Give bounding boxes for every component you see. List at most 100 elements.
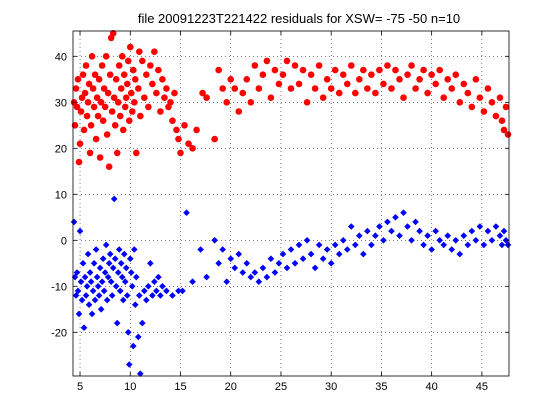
data-point — [275, 260, 283, 267]
data-point — [139, 319, 146, 327]
data-point — [124, 329, 132, 336]
data-point — [468, 103, 476, 111]
data-point — [105, 163, 113, 170]
data-point — [91, 296, 99, 304]
data-point — [339, 71, 347, 78]
data-point — [319, 94, 327, 101]
data-point — [331, 241, 339, 249]
data-point — [448, 85, 456, 92]
data-point — [143, 296, 150, 304]
data-point — [171, 89, 178, 97]
data-point — [119, 296, 127, 304]
data-point — [351, 241, 359, 249]
data-point — [498, 241, 506, 249]
data-point — [74, 76, 82, 83]
data-point — [112, 76, 120, 83]
data-point — [159, 283, 166, 290]
data-point — [408, 237, 415, 244]
data-point — [122, 264, 130, 272]
data-point — [227, 76, 235, 83]
data-point — [149, 292, 156, 299]
data-point — [368, 241, 375, 249]
x-tick-label: 40 — [426, 381, 438, 393]
data-point — [498, 117, 506, 124]
data-point — [137, 112, 144, 120]
data-point — [94, 112, 102, 120]
data-point — [432, 227, 439, 235]
data-point — [360, 250, 367, 258]
data-point — [107, 278, 115, 285]
data-point — [267, 255, 275, 262]
data-point — [149, 80, 156, 88]
data-point — [111, 255, 119, 262]
data-point — [126, 255, 134, 262]
data-point — [76, 227, 84, 235]
data-point — [96, 154, 104, 161]
data-point — [136, 48, 143, 55]
axis-ticks: 5 10 15 20 25 30 35 40 45 -20 -10 0 10 20 30 40 — [51, 31, 509, 393]
data-point — [110, 195, 118, 203]
data-point — [456, 99, 464, 106]
data-point — [460, 232, 468, 239]
data-point — [283, 264, 291, 272]
data-point — [79, 260, 87, 267]
y-tick-label: 30 — [55, 97, 67, 109]
data-point — [351, 89, 359, 97]
data-point — [488, 99, 496, 106]
data-point — [81, 89, 89, 97]
data-point — [279, 71, 287, 78]
data-point — [97, 99, 105, 106]
y-tick-label: 40 — [55, 51, 67, 63]
data-point — [153, 89, 160, 97]
data-point — [163, 85, 170, 92]
data-point — [101, 269, 109, 276]
data-point — [104, 273, 112, 281]
data-point — [112, 283, 120, 290]
data-point — [83, 283, 91, 290]
chart-title: file 20091223T221422 residuals for XSW= … — [138, 11, 460, 26]
data-point — [82, 62, 90, 69]
y-tick-label: 10 — [55, 189, 67, 201]
data-point — [189, 145, 196, 152]
data-point — [100, 287, 108, 295]
data-point — [488, 237, 496, 244]
data-point — [307, 71, 315, 78]
data-point — [139, 57, 146, 65]
data-point — [287, 85, 295, 92]
data-point — [130, 99, 138, 106]
x-tick-label: 35 — [375, 381, 387, 393]
data-point — [203, 273, 210, 281]
data-point — [110, 94, 118, 101]
data-point — [420, 241, 427, 249]
data-point — [161, 94, 168, 101]
data-point — [343, 80, 351, 88]
data-point — [114, 99, 122, 106]
data-point — [70, 218, 78, 226]
data-point — [129, 66, 137, 74]
data-point — [219, 246, 226, 253]
data-point — [247, 99, 255, 106]
data-point — [235, 108, 243, 115]
data-point — [368, 71, 375, 78]
data-point — [263, 57, 271, 65]
data-point — [472, 76, 480, 83]
x-tick-label: 30 — [325, 381, 337, 393]
data-point — [299, 255, 307, 262]
data-point — [98, 62, 106, 69]
data-point — [85, 80, 93, 88]
data-point — [380, 237, 387, 244]
data-point — [444, 76, 452, 83]
data-point — [122, 94, 130, 101]
data-point — [173, 126, 180, 134]
data-point — [123, 292, 131, 299]
data-point — [77, 278, 85, 285]
data-point — [267, 94, 275, 101]
data-point — [259, 71, 267, 78]
data-point — [223, 278, 231, 285]
data-point — [89, 85, 97, 92]
data-point — [396, 76, 403, 83]
data-point — [106, 71, 114, 78]
data-point — [93, 273, 101, 281]
data-point — [185, 140, 192, 147]
data-point — [183, 209, 190, 216]
